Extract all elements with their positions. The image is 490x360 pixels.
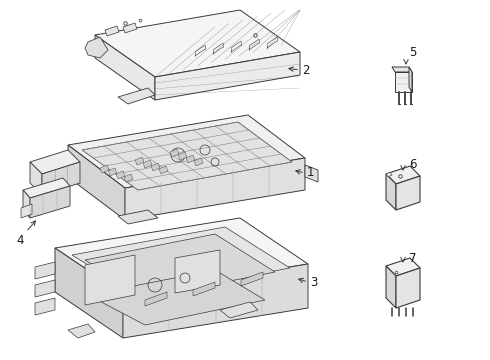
Polygon shape <box>170 149 179 157</box>
Polygon shape <box>23 190 30 218</box>
Text: 4: 4 <box>16 234 24 247</box>
Polygon shape <box>68 324 95 338</box>
Polygon shape <box>35 262 55 279</box>
Polygon shape <box>72 227 290 296</box>
Text: 7: 7 <box>409 252 417 265</box>
Text: 1: 1 <box>307 166 315 180</box>
Polygon shape <box>241 272 263 286</box>
Polygon shape <box>125 158 305 220</box>
Polygon shape <box>135 157 144 165</box>
Polygon shape <box>100 165 109 173</box>
Polygon shape <box>124 174 133 182</box>
Polygon shape <box>305 165 318 182</box>
Polygon shape <box>35 298 55 315</box>
Polygon shape <box>155 52 300 100</box>
Polygon shape <box>409 67 412 92</box>
Text: 2: 2 <box>302 63 310 77</box>
Polygon shape <box>386 174 396 210</box>
Polygon shape <box>123 264 308 338</box>
Polygon shape <box>186 155 195 163</box>
Polygon shape <box>396 176 420 210</box>
Polygon shape <box>175 250 220 293</box>
Polygon shape <box>30 186 70 218</box>
Polygon shape <box>85 37 108 58</box>
Polygon shape <box>396 268 420 308</box>
Polygon shape <box>21 204 32 218</box>
Polygon shape <box>392 67 412 72</box>
Polygon shape <box>85 255 135 305</box>
Polygon shape <box>116 171 125 179</box>
Polygon shape <box>386 266 396 308</box>
Polygon shape <box>178 152 187 160</box>
Text: 5: 5 <box>409 45 416 58</box>
Polygon shape <box>193 282 215 296</box>
Polygon shape <box>151 163 160 171</box>
Polygon shape <box>82 122 292 190</box>
Polygon shape <box>23 178 70 198</box>
Polygon shape <box>159 166 168 174</box>
Polygon shape <box>95 10 300 77</box>
Text: 3: 3 <box>310 275 318 288</box>
Polygon shape <box>194 158 203 166</box>
Polygon shape <box>220 302 258 318</box>
Polygon shape <box>55 248 123 338</box>
Polygon shape <box>42 162 80 195</box>
Polygon shape <box>68 115 305 188</box>
Polygon shape <box>123 23 137 33</box>
Polygon shape <box>386 258 420 276</box>
Polygon shape <box>85 234 275 298</box>
Polygon shape <box>30 150 80 174</box>
Polygon shape <box>118 88 155 104</box>
Polygon shape <box>30 162 42 195</box>
Polygon shape <box>386 166 420 184</box>
Polygon shape <box>35 280 55 297</box>
Text: 6: 6 <box>409 158 417 171</box>
Polygon shape <box>105 26 119 36</box>
Polygon shape <box>386 172 392 177</box>
Polygon shape <box>55 218 308 294</box>
Polygon shape <box>95 35 155 100</box>
Polygon shape <box>88 270 265 325</box>
Polygon shape <box>68 145 125 220</box>
Polygon shape <box>108 168 117 176</box>
Polygon shape <box>143 160 152 168</box>
Polygon shape <box>395 72 412 92</box>
Polygon shape <box>118 210 158 224</box>
Polygon shape <box>145 292 167 306</box>
